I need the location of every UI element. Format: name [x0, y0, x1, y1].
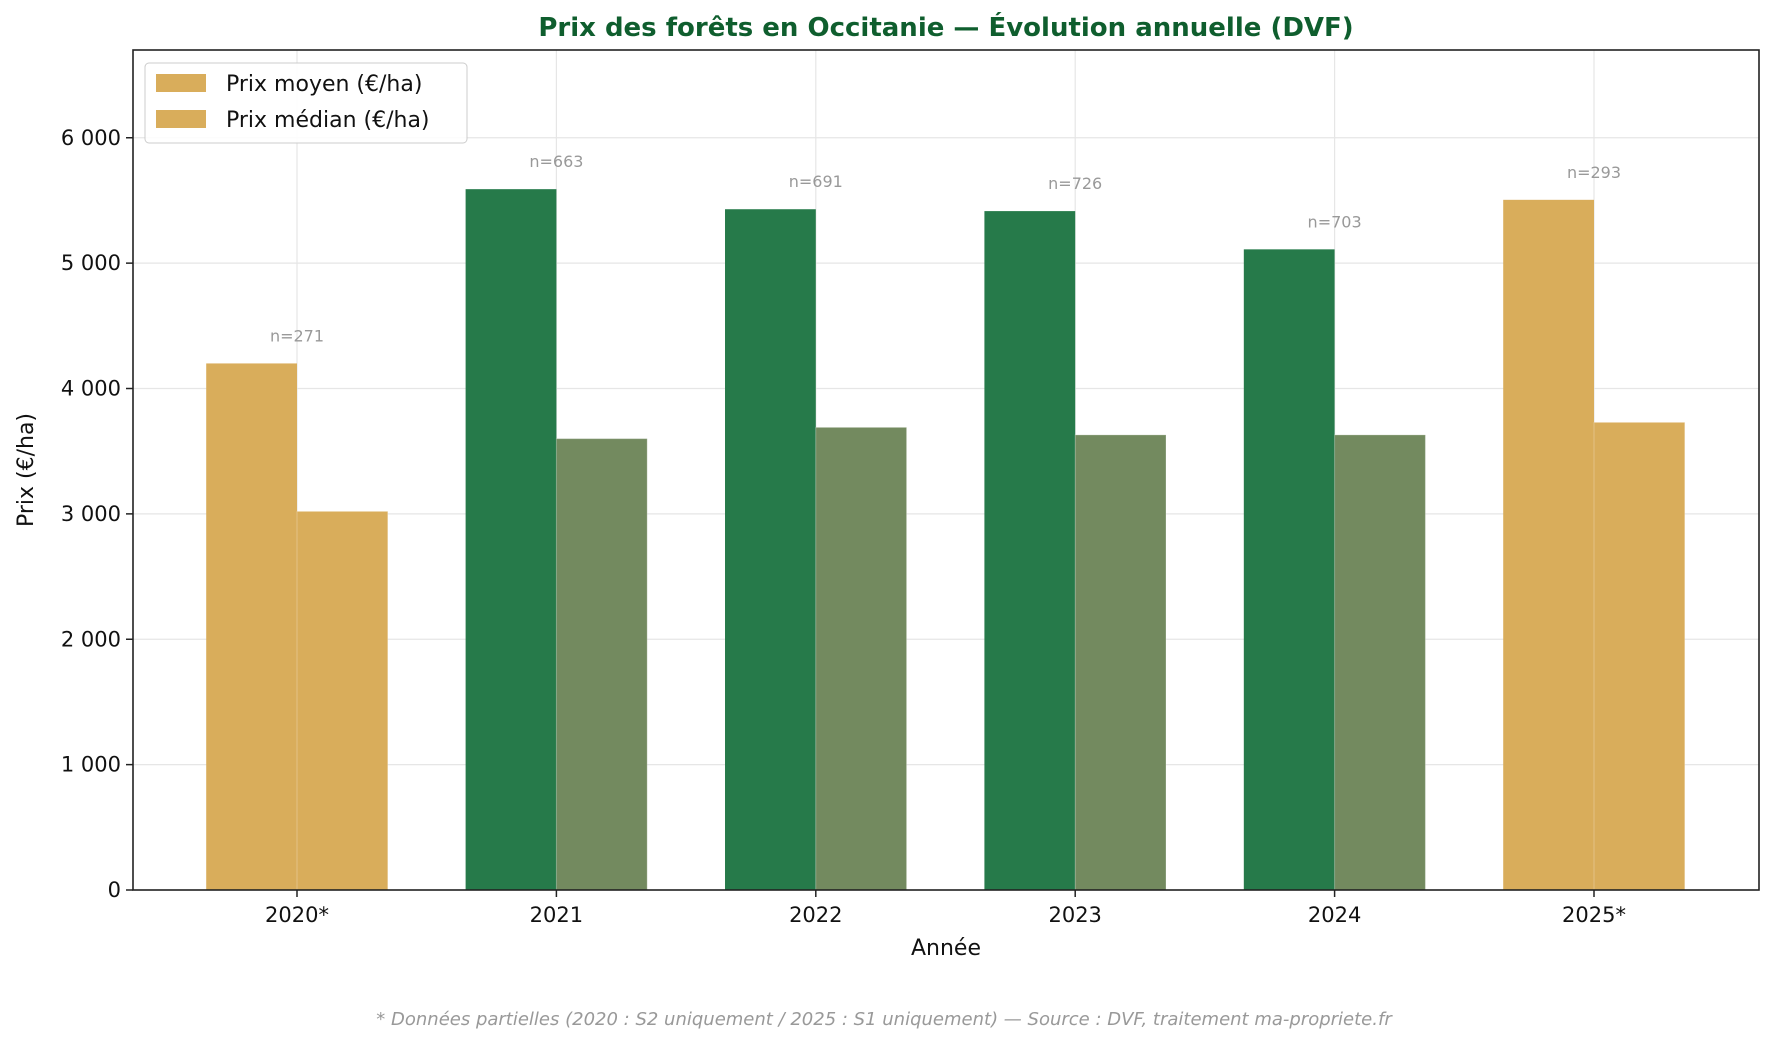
x-tick-label: 2021	[530, 903, 583, 927]
legend-box	[144, 62, 468, 144]
y-tick-label: 0	[108, 878, 121, 902]
bar-mean	[1503, 199, 1594, 890]
y-tick-label: 3 000	[61, 502, 121, 526]
legend-swatch	[156, 74, 206, 92]
chart-title: Prix des forêts en Occitanie — Évolution…	[538, 11, 1353, 43]
x-axis-label: Année	[911, 936, 981, 961]
y-tick-label: 5 000	[61, 251, 121, 275]
annotation-count: n=293	[1567, 163, 1621, 182]
legend-label: Prix médian (€/ha)	[226, 108, 430, 133]
annotation-count: n=703	[1308, 212, 1362, 231]
bar-mean	[465, 189, 557, 890]
y-tick-label: 4 000	[61, 377, 121, 401]
legend-swatch	[156, 110, 206, 128]
annotation-count: n=271	[270, 326, 324, 345]
x-tick-label: 2020*	[265, 903, 329, 927]
annotation-count: n=691	[789, 172, 843, 191]
bar-mean	[206, 363, 297, 890]
footnote: * Données partielles (2020 : S2 uniqueme…	[376, 1009, 1393, 1030]
bar-mean	[984, 211, 1076, 890]
bar-median	[1074, 434, 1167, 891]
annotation-count: n=663	[529, 152, 583, 171]
bar-median	[555, 438, 648, 891]
x-tick-label: 2022	[789, 903, 842, 927]
y-tick-label: 2 000	[61, 627, 121, 651]
y-tick-label: 1 000	[61, 753, 121, 777]
axes: 2020* 2021 2022 2023 2024 2025* 0 1 000 2 000 3 0…	[61, 49, 1760, 927]
bar-median	[815, 426, 908, 891]
y-axis-label: Prix (€/ha)	[14, 413, 39, 527]
bar-mean	[1243, 249, 1335, 891]
x-tick-label: 2025*	[1562, 903, 1626, 927]
legend: Prix moyen (€/ha) Prix médian (€/ha)	[144, 62, 468, 144]
bar-mean	[725, 209, 816, 890]
annotation-count: n=726	[1048, 174, 1102, 193]
bar-median	[296, 510, 389, 891]
y-tick-label: 6 000	[61, 126, 121, 150]
x-tick-label: 2023	[1048, 903, 1101, 927]
bars: n=271 n=663 n=691 n=726 n=703 n=293	[206, 152, 1686, 891]
bar-median	[1334, 434, 1426, 891]
plot-frame	[132, 49, 1760, 891]
legend-label: Prix moyen (€/ha)	[226, 72, 422, 97]
x-tick-label: 2024	[1308, 903, 1361, 927]
bar-median	[1593, 421, 1686, 891]
